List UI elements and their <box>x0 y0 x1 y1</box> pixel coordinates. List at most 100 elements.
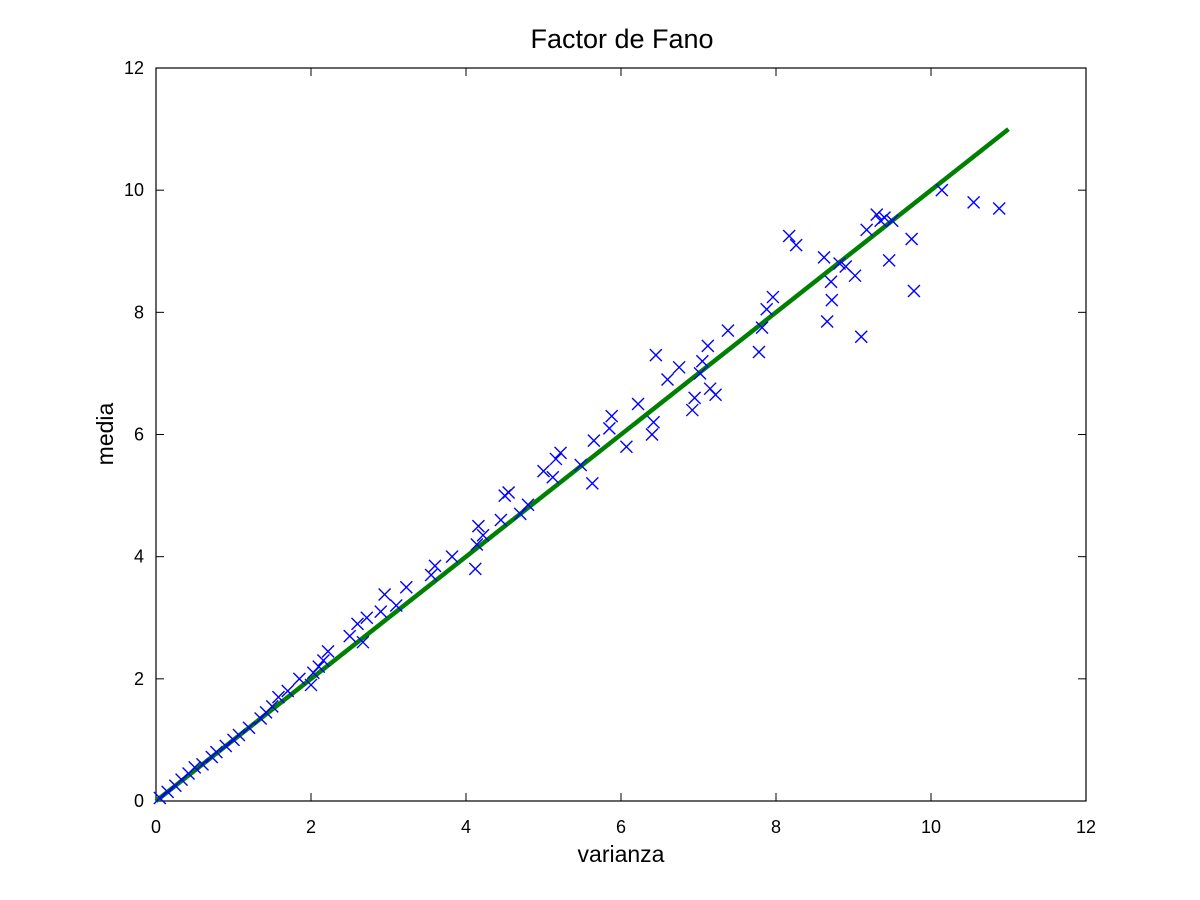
data-point <box>661 373 674 387</box>
data-point <box>602 421 616 435</box>
data-point <box>292 672 306 686</box>
data-point-stroke <box>153 791 167 805</box>
data-point <box>631 397 645 411</box>
x-tick-label: 12 <box>1076 817 1096 837</box>
x-tick-label: 8 <box>771 817 781 837</box>
data-point-stroke <box>281 684 295 698</box>
data-point <box>574 458 588 472</box>
data-point-stroke <box>351 617 364 631</box>
data-point <box>471 519 485 533</box>
data-point <box>242 721 256 735</box>
data-point-stroke <box>468 562 482 576</box>
data-point <box>374 605 388 619</box>
y-axis-label: media <box>92 402 118 465</box>
data-point-stroke <box>878 211 891 225</box>
data-point-stroke <box>709 388 723 402</box>
data-point <box>389 599 403 613</box>
data-point-stroke <box>399 580 413 594</box>
data-point-stroke <box>513 507 527 521</box>
data-point <box>824 275 838 289</box>
data-point <box>445 550 459 564</box>
data-point <box>316 654 330 668</box>
data-point <box>649 348 663 362</box>
data-point <box>695 354 709 368</box>
data-point <box>587 434 601 448</box>
data-point <box>161 785 175 799</box>
data-point <box>378 588 392 602</box>
data-point <box>693 366 707 380</box>
data-point-stroke <box>992 201 1006 215</box>
data-point-stroke <box>378 588 392 602</box>
data-point-stroke <box>688 391 702 405</box>
data-point <box>537 464 550 478</box>
data-point <box>196 757 209 771</box>
data-point <box>782 229 796 243</box>
data-point <box>685 403 699 417</box>
data-point-stroke <box>701 339 715 353</box>
data-point-stroke <box>343 629 357 643</box>
data-point-stroke <box>760 302 774 316</box>
data-point-stroke <box>292 672 306 686</box>
data-point-stroke <box>631 397 645 411</box>
data-point-stroke <box>885 214 899 228</box>
data-point-stroke <box>424 568 438 582</box>
y-tick-label: 0 <box>134 791 144 811</box>
data-point <box>428 559 442 573</box>
data-point-stroke <box>685 403 699 417</box>
data-point <box>549 452 563 466</box>
data-point <box>468 562 482 576</box>
data-point <box>755 321 769 335</box>
data-point <box>585 476 599 490</box>
data-point <box>321 644 335 658</box>
data-point <box>870 208 884 222</box>
data-point-stroke <box>619 440 633 454</box>
data-point-stroke <box>312 660 326 674</box>
data-point <box>424 568 438 582</box>
x-tick-label: 4 <box>461 817 471 837</box>
data-point <box>271 690 285 704</box>
data-point-stroke <box>605 409 619 423</box>
data-point-stroke <box>219 739 233 753</box>
data-point-stroke <box>587 434 601 448</box>
data-point <box>709 388 723 402</box>
x-axis-label: varianza <box>578 841 665 867</box>
data-point-stroke <box>661 373 674 387</box>
data-point <box>907 284 921 298</box>
data-point <box>701 339 715 353</box>
data-point-stroke <box>755 321 769 335</box>
data-point-stroke <box>645 428 659 441</box>
data-point <box>356 635 370 649</box>
data-point <box>967 195 981 209</box>
data-point <box>281 684 295 698</box>
data-point-stroke <box>265 699 279 713</box>
x-tick-label: 6 <box>616 817 626 837</box>
data-point-stroke <box>428 559 442 573</box>
data-point-stroke <box>649 348 663 362</box>
data-point <box>219 739 233 753</box>
data-point-stroke <box>232 728 246 742</box>
data-point-stroke <box>860 223 874 237</box>
data-point <box>188 760 202 774</box>
data-point-stroke <box>271 690 285 704</box>
data-point-stroke <box>833 256 847 270</box>
data-point <box>605 409 619 423</box>
data-point <box>232 728 246 742</box>
chart-title: Factor de Fano <box>530 24 713 54</box>
data-point <box>554 446 568 460</box>
data-point-stroke <box>321 644 335 658</box>
data-point <box>470 537 484 551</box>
y-tick-label: 10 <box>124 180 144 200</box>
data-point-stroke <box>825 293 839 307</box>
data-point-stroke <box>789 238 803 252</box>
data-point-stroke <box>549 452 563 466</box>
data-point <box>992 201 1006 215</box>
data-point <box>645 428 659 441</box>
data-point-stroke <box>502 486 516 500</box>
data-point <box>209 745 223 759</box>
data-point-stroke <box>647 415 661 429</box>
data-point-stroke <box>389 599 403 613</box>
data-point <box>935 183 949 197</box>
data-point <box>672 360 686 374</box>
y-tick-label: 2 <box>134 669 144 689</box>
